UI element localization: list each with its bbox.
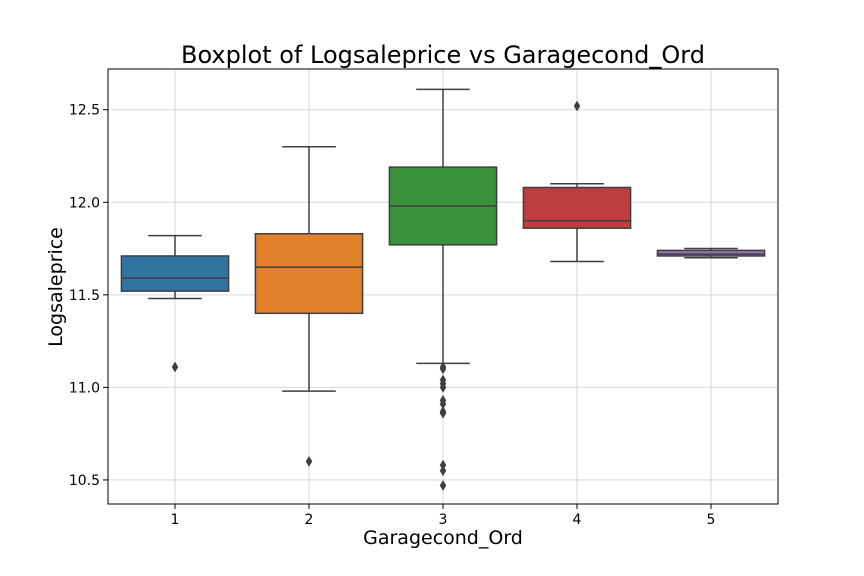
boxes-layer [120,88,766,491]
outlier-point [439,480,447,491]
box-iqr [254,232,364,315]
y-tick-label: 12.0 [69,195,100,211]
x-tick-label: 4 [573,512,582,528]
x-tick-label: 2 [305,512,314,528]
box-iqr [522,186,632,229]
box-group-2 [254,145,364,467]
chart-title: Boxplot of Logsaleprice vs Garagecond_Or… [181,41,705,69]
outlier-point [439,363,447,375]
outlier-point [439,465,447,477]
y-axis: 10.5 11.0 11.5 12.0 12.5 [69,103,108,489]
outlier-point [573,100,581,112]
box-group-1 [120,234,230,373]
outlier-point [171,361,179,373]
box-group-3 [388,88,498,491]
y-tick-label: 12.5 [69,103,100,119]
x-tick-label: 1 [171,512,180,528]
y-axis-label: Logsaleprice [45,227,67,347]
x-axis: 1 2 3 4 5 [171,504,716,528]
box-group-4 [522,100,632,263]
box-iqr [120,255,230,292]
x-axis-label: Garagecond_Ord [363,527,523,549]
box-iqr [656,249,766,257]
outlier-point [305,455,313,467]
y-tick-label: 11.5 [69,288,100,304]
x-tick-label: 3 [439,512,448,528]
outlier-point [439,407,447,419]
y-tick-label: 10.5 [69,473,100,489]
box-group-5 [656,247,766,259]
x-tick-label: 5 [707,512,716,528]
y-tick-label: 11.0 [69,380,100,396]
outlier-point [439,381,447,393]
